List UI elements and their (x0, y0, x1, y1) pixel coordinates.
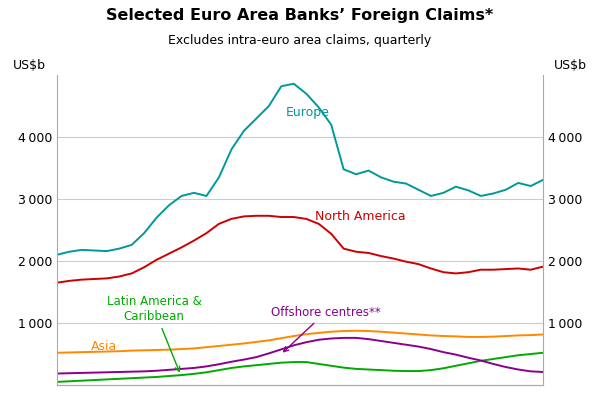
Text: Excludes intra-euro area claims, quarterly: Excludes intra-euro area claims, quarter… (169, 34, 431, 47)
Text: Asia: Asia (91, 340, 117, 353)
Text: US$b: US$b (13, 59, 46, 72)
Text: US$b: US$b (554, 59, 587, 72)
Text: Offshore centres**: Offshore centres** (271, 306, 380, 352)
Text: Selected Euro Area Banks’ Foreign Claims*: Selected Euro Area Banks’ Foreign Claims… (106, 8, 494, 23)
Text: Latin America &
Caribbean: Latin America & Caribbean (107, 295, 202, 371)
Text: North America: North America (314, 210, 405, 223)
Text: Europe: Europe (286, 106, 329, 119)
